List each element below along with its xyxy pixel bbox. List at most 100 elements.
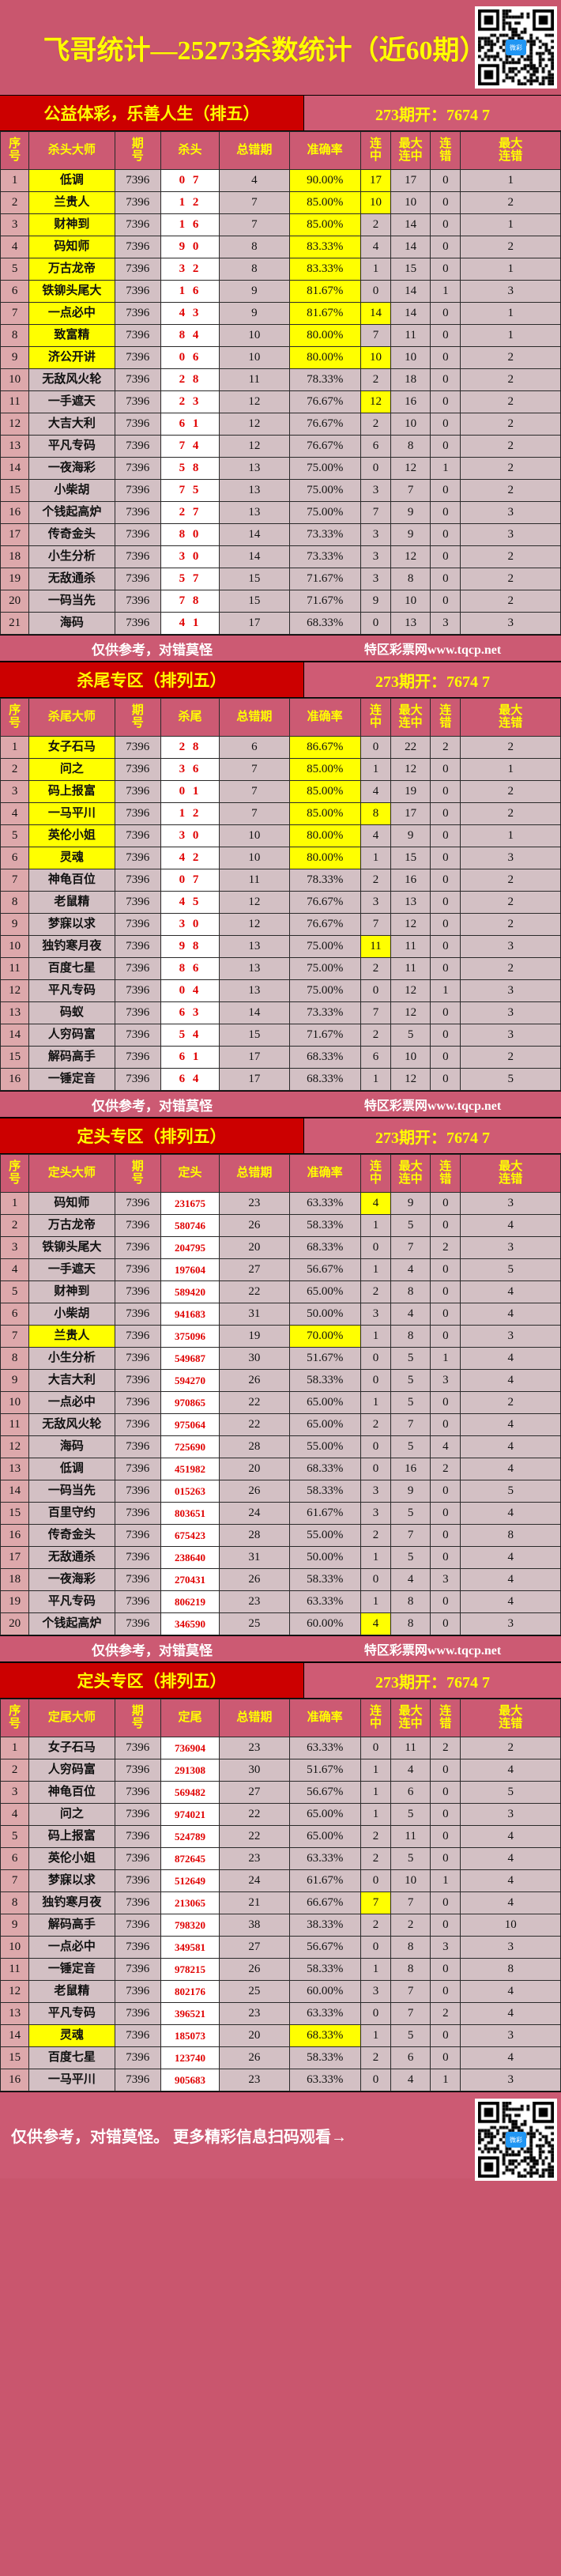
section-header: 公益体彩，乐善人生（排五） 273期开：7674 7 (0, 95, 561, 131)
cell-index: 11 (0, 957, 30, 980)
cell-accuracy: 73.33% (288, 545, 361, 568)
column-header-max-streak-hit: 最大 连中 (390, 1699, 431, 1737)
qrcode-bottom[interactable]: 微彩 (475, 2099, 557, 2181)
cell-streak-hit: 10 (360, 346, 392, 369)
cell-accuracy: 51.67% (288, 1347, 361, 1370)
cell-master-name: 解码高手 (28, 1046, 115, 1069)
cell-streak-hit: 2 (360, 957, 392, 980)
cell-index: 14 (0, 2024, 30, 2047)
cell-error-count: 14 (219, 1001, 290, 1024)
cell-streak-miss: 0 (430, 479, 461, 502)
cell-streak-hit: 17 (360, 169, 392, 192)
cell-kill-numbers: 185073 (160, 2024, 220, 2047)
cell-streak-miss: 2 (430, 2002, 461, 2025)
cell-index: 15 (0, 2046, 30, 2069)
section-2: 杀尾专区（排列五） 273期开：7674 7 序号杀尾大师期号杀尾 总错期 准确率连中最… (0, 662, 561, 1118)
cell-error-count: 27 (219, 1936, 290, 1959)
cell-index: 16 (0, 501, 30, 524)
cell-index: 3 (0, 1781, 30, 1804)
cell-accuracy: 78.33% (288, 368, 361, 391)
cell-error-count: 12 (219, 913, 290, 936)
cell-master-name: 个钱起高炉 (28, 1612, 115, 1635)
table-row: 12 大吉大利 7396 6 1 12 76.67% 2 10 0 2 (0, 413, 561, 436)
cell-kill-numbers: 580746 (160, 1214, 220, 1237)
cell-max-streak-miss: 2 (460, 368, 561, 391)
cell-accuracy: 80.00% (288, 824, 361, 847)
cell-max-streak-miss: 4 (460, 1759, 561, 1782)
cell-period: 7396 (114, 847, 161, 869)
cell-master-name: 传奇金头 (28, 1524, 115, 1547)
cell-index: 13 (0, 2002, 30, 2025)
qrcode-top[interactable]: 微彩 (475, 6, 557, 89)
cell-error-count: 7 (219, 213, 290, 236)
table-row: 6 英伦小姐 7396 872645 23 63.33% 2 5 0 4 (0, 1847, 561, 1870)
cell-master-name: 问之 (28, 758, 115, 781)
cell-max-streak-hit: 17 (390, 802, 431, 825)
cell-accuracy: 71.67% (288, 1024, 361, 1047)
website-text[interactable]: 特区彩票网www.tqcp.net (363, 1644, 502, 1658)
cell-kill-numbers: 238640 (160, 1546, 220, 1569)
cell-error-count: 12 (219, 413, 290, 436)
cell-kill-numbers: 0 7 (160, 169, 220, 192)
table-row: 15 百里守约 7396 803651 24 61.67% 3 5 0 4 (0, 1502, 561, 1525)
table-row: 8 独钓寒月夜 7396 213065 21 66.67% 7 7 0 4 (0, 1891, 561, 1914)
cell-master-name: 铁铆头尾大 (28, 280, 115, 303)
cell-index: 11 (0, 390, 30, 413)
cell-master-name: 一手遮天 (28, 1258, 115, 1281)
cell-master-name: 一手遮天 (28, 390, 115, 413)
section-footnote: 仅供参考，对错莫怪 特区彩票网www.tqcp.net (0, 1635, 561, 1662)
cell-master-name: 人穷码富 (28, 1759, 115, 1782)
cell-max-streak-hit: 8 (390, 1280, 431, 1303)
cell-kill-numbers: 2 3 (160, 390, 220, 413)
cell-streak-miss: 0 (430, 2024, 461, 2047)
cell-max-streak-hit: 12 (390, 1001, 431, 1024)
cell-accuracy: 75.00% (288, 501, 361, 524)
cell-period: 7396 (114, 169, 161, 192)
column-header-streak-miss: 连错 (430, 131, 461, 170)
cell-error-count: 27 (219, 1258, 290, 1281)
cell-accuracy: 73.33% (288, 1001, 361, 1024)
cell-period: 7396 (114, 346, 161, 369)
cell-period: 7396 (114, 913, 161, 936)
table-row: 5 英伦小姐 7396 3 0 10 80.00% 4 9 0 1 (0, 824, 561, 847)
cell-streak-hit: 11 (360, 935, 392, 958)
cell-index: 1 (0, 736, 30, 759)
cell-kill-numbers: 2 8 (160, 736, 220, 759)
cell-streak-hit: 0 (360, 1869, 392, 1892)
cell-max-streak-hit: 4 (390, 1568, 431, 1591)
cell-period: 7396 (114, 545, 161, 568)
column-header-kill: 定尾 (160, 1699, 220, 1737)
cell-index: 8 (0, 891, 30, 914)
section-header: 定头专区（排列五） 273期开：7674 7 (0, 1118, 561, 1154)
cell-error-count: 6 (219, 736, 290, 759)
cell-max-streak-miss: 1 (460, 169, 561, 192)
table-row: 3 铁铆头尾大 7396 204795 20 68.33% 0 7 2 3 (0, 1236, 561, 1259)
cell-max-streak-hit: 19 (390, 780, 431, 803)
table-row: 3 财神到 7396 1 6 7 85.00% 2 14 0 1 (0, 213, 561, 236)
website-text[interactable]: 特区彩票网www.tqcp.net (363, 643, 502, 657)
cell-period: 7396 (114, 1568, 161, 1591)
section-title: 定头专区（排列五） (0, 1118, 304, 1153)
cell-period: 7396 (114, 1413, 161, 1436)
cell-streak-hit: 0 (360, 1936, 392, 1959)
cell-streak-hit: 0 (360, 612, 392, 635)
cell-max-streak-hit: 10 (390, 346, 431, 369)
cell-kill-numbers: 8 0 (160, 523, 220, 546)
cell-accuracy: 76.67% (288, 913, 361, 936)
cell-streak-miss: 0 (430, 1825, 461, 1848)
cell-accuracy: 58.33% (288, 1568, 361, 1591)
table-row: 3 神龟百位 7396 569482 27 56.67% 1 6 0 5 (0, 1781, 561, 1804)
cell-kill-numbers: 5 7 (160, 568, 220, 590)
cell-index: 9 (0, 913, 30, 936)
table-row: 10 无敌风火轮 7396 2 8 11 78.33% 2 18 0 2 (0, 368, 561, 391)
website-text[interactable]: 特区彩票网www.tqcp.net (363, 1099, 502, 1113)
cell-error-count: 22 (219, 1413, 290, 1436)
cell-accuracy: 65.00% (288, 1803, 361, 1826)
cell-master-name: 码知师 (28, 236, 115, 258)
cell-max-streak-miss: 1 (460, 213, 561, 236)
cell-accuracy: 63.33% (288, 2002, 361, 2025)
cell-streak-miss: 0 (430, 413, 461, 436)
cell-max-streak-hit: 7 (390, 1980, 431, 2003)
table-row: 16 一马平川 7396 905683 23 63.33% 0 4 1 3 (0, 2069, 561, 2091)
table-row: 10 独钓寒月夜 7396 9 8 13 75.00% 11 11 0 3 (0, 935, 561, 958)
